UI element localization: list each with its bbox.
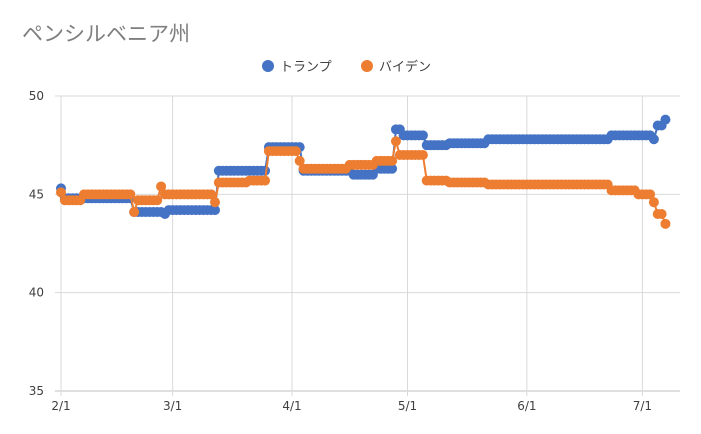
x-tick-label: 5/1 (398, 399, 417, 413)
y-tick-label: 35 (29, 384, 44, 398)
x-tick-label: 4/1 (282, 399, 301, 413)
data-point (390, 136, 401, 147)
x-tick-label: 6/1 (517, 399, 536, 413)
y-tick-label: 45 (29, 187, 44, 201)
data-point (648, 134, 659, 145)
data-point (129, 207, 140, 218)
x-tick-label: 2/1 (51, 399, 70, 413)
data-point (156, 181, 167, 192)
x-tick-label: 7/1 (633, 399, 652, 413)
data-point (660, 114, 671, 125)
data-point (206, 189, 217, 200)
data-point (417, 130, 428, 141)
data-point (387, 155, 398, 166)
data-point (660, 218, 671, 229)
data-point (56, 187, 66, 198)
legend-marker (262, 60, 274, 72)
data-point (648, 197, 659, 208)
data-point (152, 195, 163, 206)
legend-label: バイデン (379, 59, 431, 75)
data-point (290, 146, 301, 157)
legend-marker (361, 60, 373, 72)
y-tick-label: 40 (29, 286, 44, 300)
legend-label: トランプ (280, 60, 332, 75)
data-point (210, 197, 220, 208)
data-point (645, 189, 656, 200)
series-1 (56, 136, 671, 229)
data-point (210, 205, 220, 216)
data-point (417, 150, 428, 160)
data-point (294, 155, 305, 166)
data-point (387, 163, 398, 174)
data-point (125, 189, 136, 200)
data-point (260, 175, 271, 186)
x-tick-label: 3/1 (163, 399, 182, 413)
chart-title: ペンシルベニア州 (22, 22, 190, 46)
y-tick-label: 50 (29, 89, 44, 103)
data-point (656, 209, 667, 219)
